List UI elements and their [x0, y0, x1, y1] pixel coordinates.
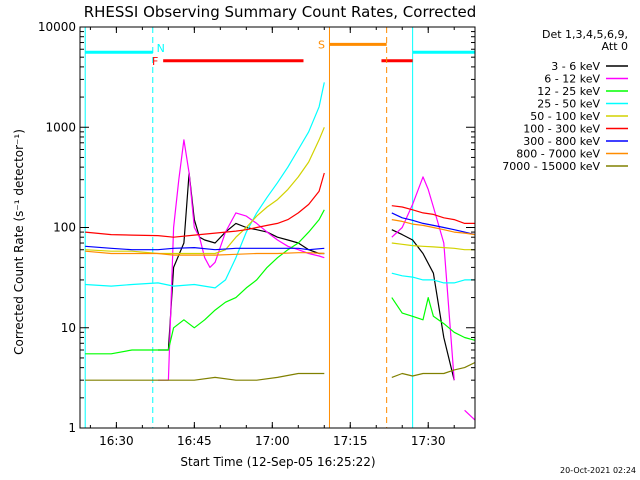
series-line-3 — [391, 297, 476, 341]
y-tick-label: 100 — [53, 221, 76, 235]
series-line-9 — [391, 361, 476, 378]
legend-label-6: 100 - 300 keV — [523, 123, 600, 136]
series-line-1 — [391, 229, 455, 381]
axes-layer: 1 10 100 1000 10000 16:30 16:45 17:00 17:15 17:30 — [38, 20, 475, 448]
series-line-7 — [391, 212, 476, 236]
x-tick-label: 17:15 — [333, 434, 368, 448]
series-line-4 — [85, 82, 325, 289]
y-tick-label: 10 — [61, 321, 76, 335]
series-line-3 — [85, 209, 325, 355]
series-line-2 — [464, 409, 476, 421]
series-line-6 — [85, 172, 325, 238]
series-line-6 — [391, 205, 475, 224]
footer-date: 20-Oct-2021 02:24 — [560, 466, 636, 475]
legend-label-2: 6 - 12 keV — [544, 73, 600, 86]
series-line-8 — [85, 250, 325, 256]
series-line-8 — [391, 219, 476, 236]
chart-title: RHESSI Observing Summary Count Rates, Co… — [84, 3, 477, 21]
series-line-2 — [391, 176, 455, 381]
series-line-7 — [85, 245, 325, 251]
legend-label-5: 50 - 100 keV — [530, 110, 600, 123]
y-axis-label: Corrected Count Rate (s⁻¹ detector⁻¹) — [12, 129, 26, 355]
x-tick-label: 16:30 — [99, 434, 134, 448]
legend-label-9: 7000 - 15000 keV — [502, 160, 600, 173]
x-tick-label: 17:30 — [411, 434, 446, 448]
y-tick-label: 10000 — [38, 20, 76, 34]
x-tick-label: 16:45 — [177, 434, 212, 448]
legend-label-8: 800 - 7000 keV — [516, 148, 600, 161]
state-bar-label-f: F — [152, 55, 158, 68]
legend-label-3: 12 - 25 keV — [537, 85, 600, 98]
series-line-1 — [158, 172, 325, 351]
plot-frame — [79, 26, 476, 429]
legend-label-7: 300 - 800 keV — [523, 135, 600, 148]
legend-label-1: 3 - 6 keV — [551, 60, 600, 73]
y-tick-label: 1 — [68, 421, 76, 435]
legend-header-attenuator: Att 0 — [602, 40, 628, 53]
series-line-4 — [391, 272, 475, 284]
x-axis-label: Start Time (12-Sep-05 16:25:22) — [180, 455, 375, 469]
legend-header-detectors: Det 1,3,4,5,6,9, — [542, 28, 628, 41]
state-bar-label-s: S — [318, 38, 325, 51]
series-layer — [85, 82, 476, 421]
state-bars-layer: NF S — [84, 27, 476, 428]
x-tick-label: 17:00 — [255, 434, 290, 448]
series-line-9 — [85, 372, 325, 381]
state-bar-label-n: N — [157, 42, 165, 55]
legend-label-4: 25 - 50 keV — [537, 98, 600, 111]
y-tick-label: 1000 — [45, 120, 76, 134]
series-line-5 — [391, 242, 475, 251]
